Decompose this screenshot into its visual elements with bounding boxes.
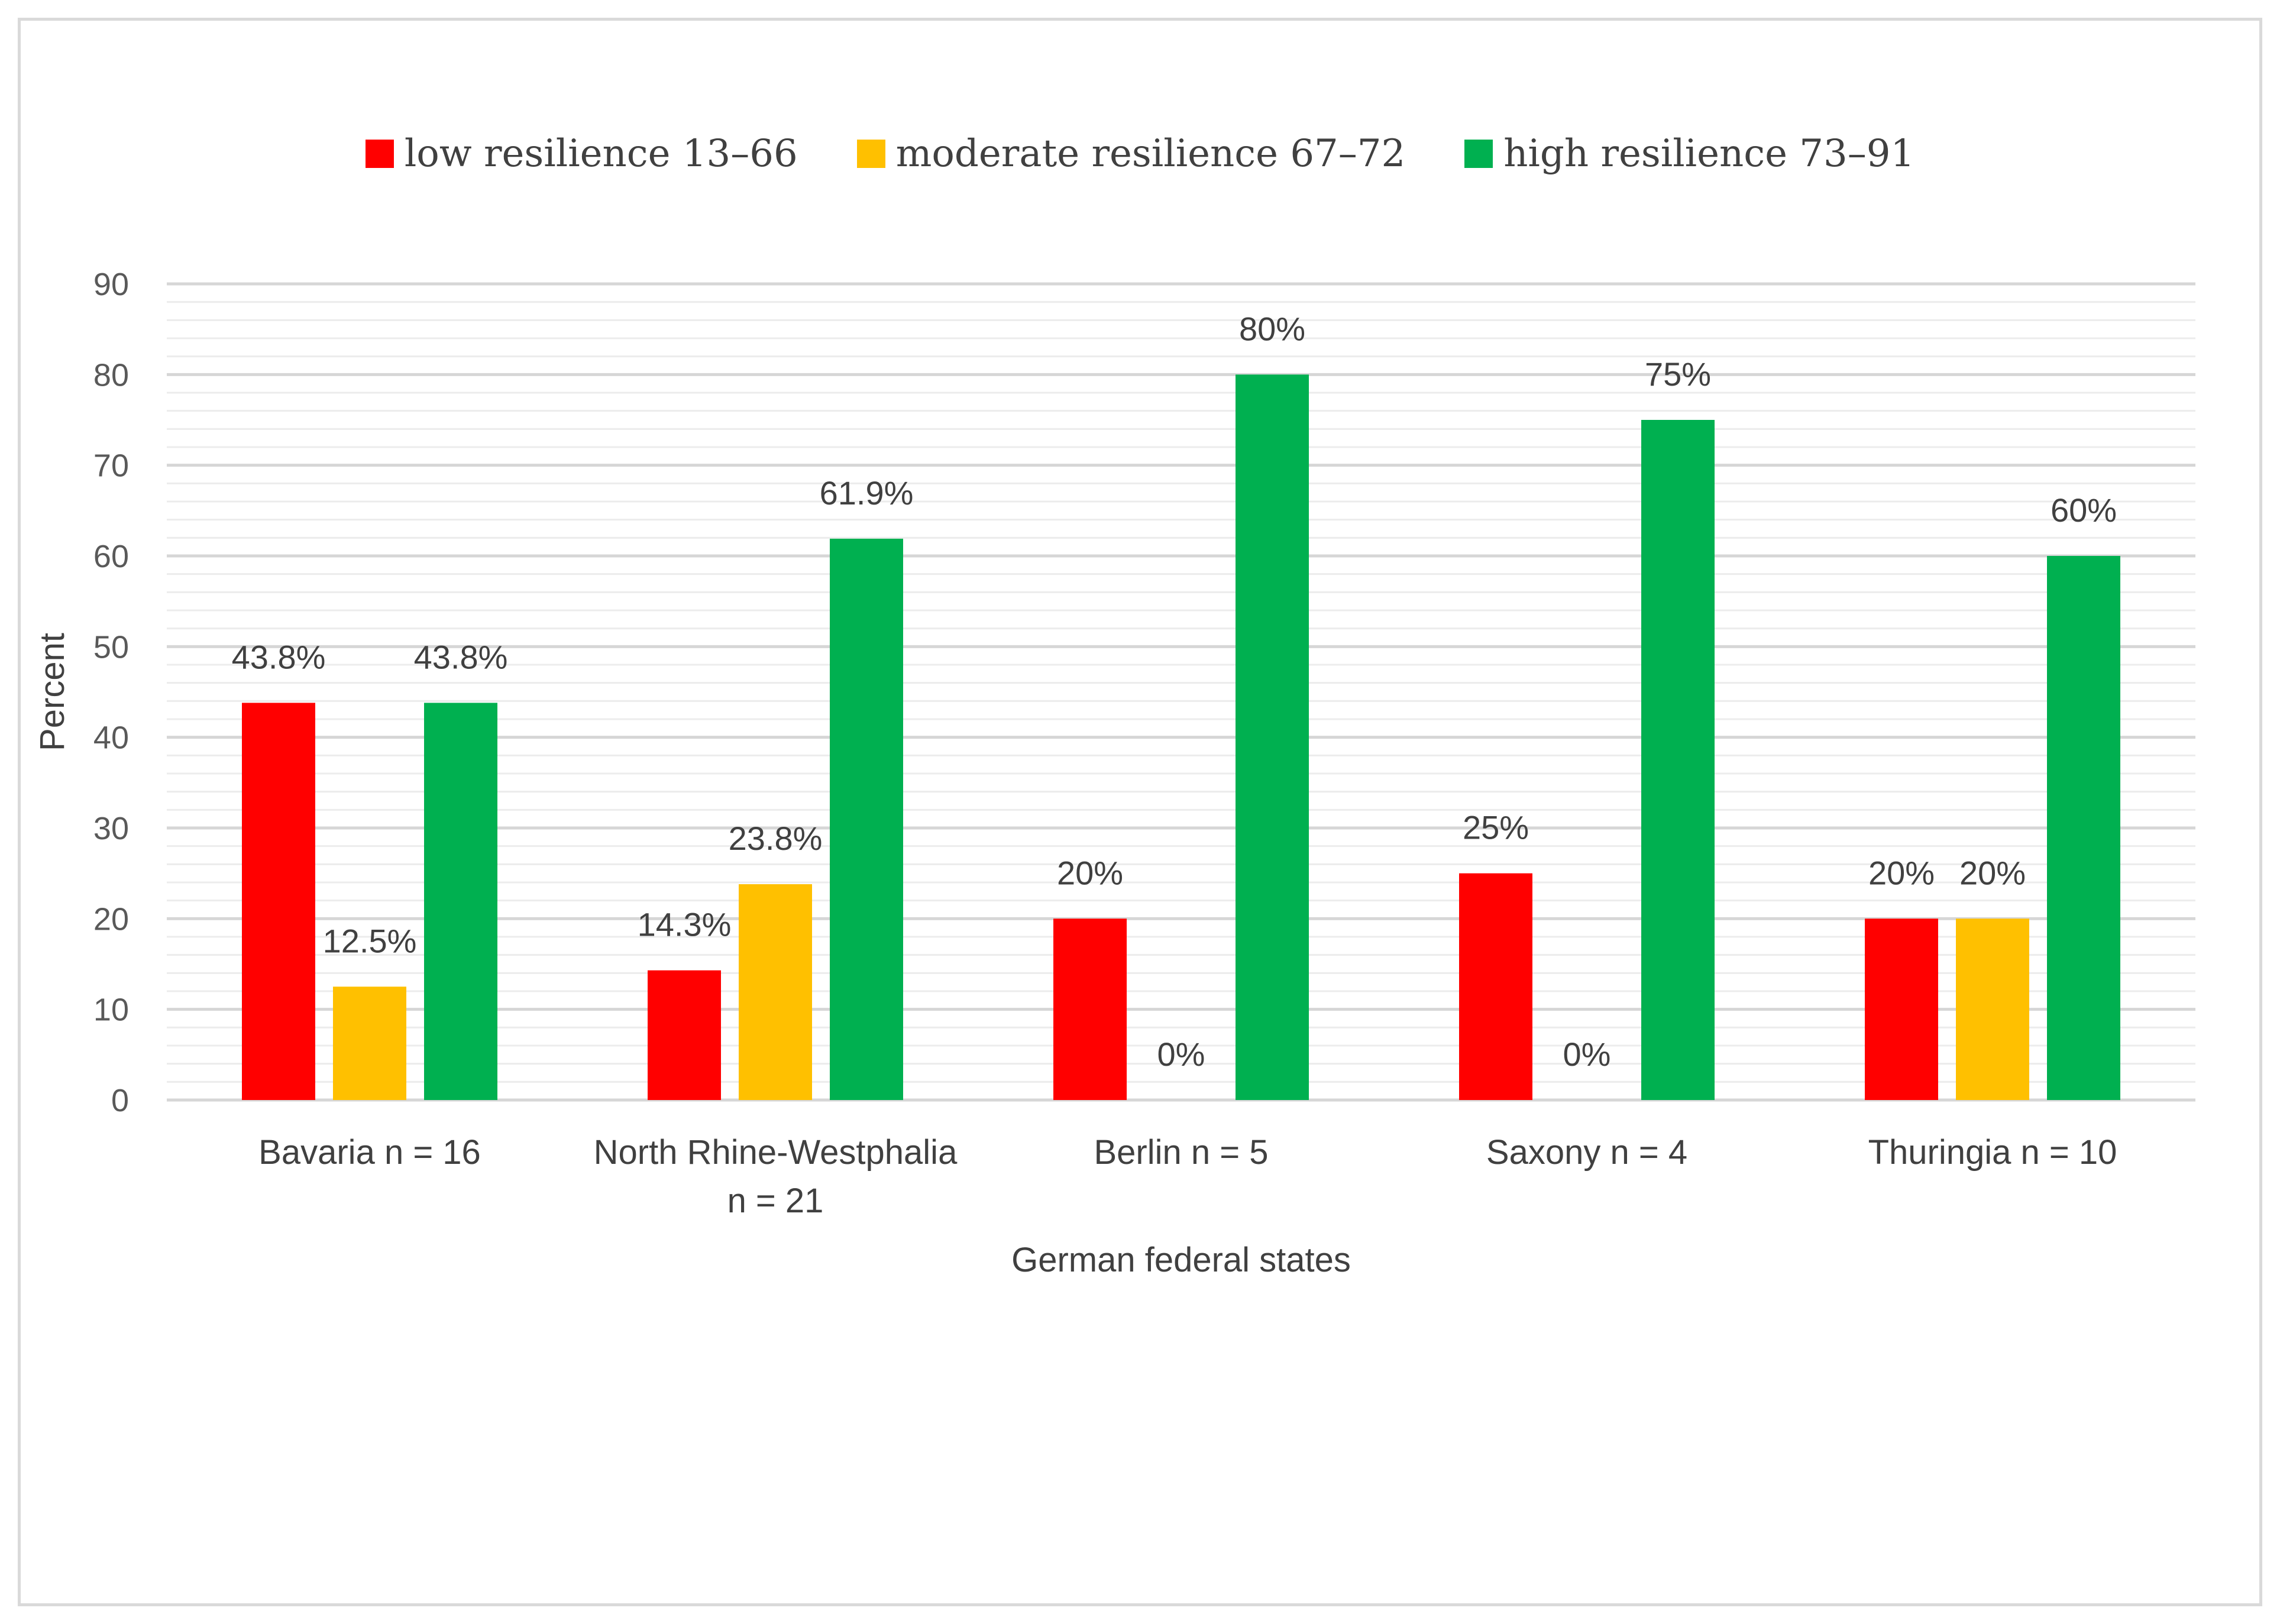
y-axis-ticks: 0 10 20 30 40 50 60 70 80 90 bbox=[93, 267, 129, 1118]
bar bbox=[1053, 918, 1127, 1100]
gridlines bbox=[167, 282, 2195, 1102]
legend-item-low: low resilience 13–66 bbox=[365, 132, 798, 176]
x-tick-label: Bavaria n = 16 bbox=[258, 1133, 481, 1172]
legend: low resilience 13–66 moderate resilience… bbox=[0, 127, 2280, 180]
data-label: 80% bbox=[1239, 310, 1305, 347]
data-label: 20% bbox=[1057, 854, 1123, 891]
x-tick-label: North Rhine-Westphalia n = 21 bbox=[594, 1133, 958, 1220]
y-tick-label: 20 bbox=[93, 901, 129, 937]
bar bbox=[1236, 374, 1309, 1101]
y-tick-label: 90 bbox=[93, 267, 129, 302]
y-tick-label: 80 bbox=[93, 357, 129, 393]
x-tick-label: Berlin n = 5 bbox=[1094, 1133, 1268, 1172]
bar bbox=[1956, 918, 2029, 1100]
bar bbox=[1865, 918, 1938, 1100]
data-label: 43.8% bbox=[414, 638, 508, 675]
data-label: 20% bbox=[1868, 854, 1935, 891]
legend-swatch-high bbox=[1464, 140, 1493, 168]
data-label: 0% bbox=[1563, 1036, 1611, 1073]
data-label: 43.8% bbox=[232, 638, 326, 675]
y-tick-label: 0 bbox=[111, 1083, 129, 1118]
y-tick-label: 40 bbox=[93, 720, 129, 756]
x-tick-label: Thuringia n = 10 bbox=[1868, 1133, 2117, 1172]
legend-label-high: high resilience 73–91 bbox=[1503, 132, 1915, 176]
legend-item-high: high resilience 73–91 bbox=[1464, 132, 1914, 176]
x-tick-label-line: Bavaria n = 16 bbox=[258, 1133, 481, 1172]
legend-label-moderate: moderate resilience 67–72 bbox=[895, 132, 1406, 176]
x-axis-labels: Bavaria n = 16 North Rhine-Westphalia n = … bbox=[258, 1133, 2117, 1220]
legend-swatch-low bbox=[365, 140, 394, 168]
data-label: 0% bbox=[1157, 1036, 1205, 1073]
data-label: 12.5% bbox=[323, 922, 417, 959]
data-label: 25% bbox=[1463, 809, 1529, 846]
data-label: 20% bbox=[1959, 854, 2026, 891]
y-tick-label: 50 bbox=[93, 629, 129, 665]
data-label: 61.9% bbox=[820, 474, 914, 512]
y-tick-label: 60 bbox=[93, 539, 129, 574]
bar bbox=[242, 703, 315, 1100]
x-tick-label-line: Saxony n = 4 bbox=[1486, 1133, 1687, 1172]
bar bbox=[1459, 873, 1532, 1100]
x-tick-label: Saxony n = 4 bbox=[1486, 1133, 1687, 1172]
x-tick-label-line: Thuringia n = 10 bbox=[1868, 1133, 2117, 1172]
bar bbox=[830, 538, 903, 1100]
data-label: 60% bbox=[2051, 491, 2117, 529]
legend-swatch-moderate bbox=[856, 140, 885, 168]
y-tick-label: 10 bbox=[93, 992, 129, 1028]
bar bbox=[648, 970, 721, 1100]
data-label: 75% bbox=[1645, 355, 1711, 393]
data-label: 23.8% bbox=[729, 820, 823, 857]
x-axis-title: German federal states bbox=[1011, 1241, 1351, 1279]
legend-label-low: low resilience 13–66 bbox=[404, 132, 798, 176]
bar bbox=[2047, 556, 2120, 1100]
bar bbox=[333, 986, 406, 1100]
bar bbox=[424, 703, 497, 1100]
x-tick-label-line: n = 21 bbox=[727, 1182, 824, 1220]
x-tick-label-line: Berlin n = 5 bbox=[1094, 1133, 1268, 1172]
legend-item-moderate: moderate resilience 67–72 bbox=[856, 132, 1406, 176]
data-label: 14.3% bbox=[638, 906, 732, 943]
y-tick-label: 70 bbox=[93, 448, 129, 484]
y-axis-title: Percent bbox=[33, 633, 72, 751]
bar bbox=[739, 884, 812, 1100]
x-tick-label-line: North Rhine-Westphalia bbox=[594, 1133, 958, 1172]
bar bbox=[1641, 420, 1715, 1100]
data-labels: 43.8% 12.5% 43.8% 14.3% 23.8% 61.9% 20% 0% 80% 25… bbox=[232, 310, 2117, 1073]
y-tick-label: 30 bbox=[93, 811, 129, 846]
bars bbox=[242, 374, 2120, 1101]
